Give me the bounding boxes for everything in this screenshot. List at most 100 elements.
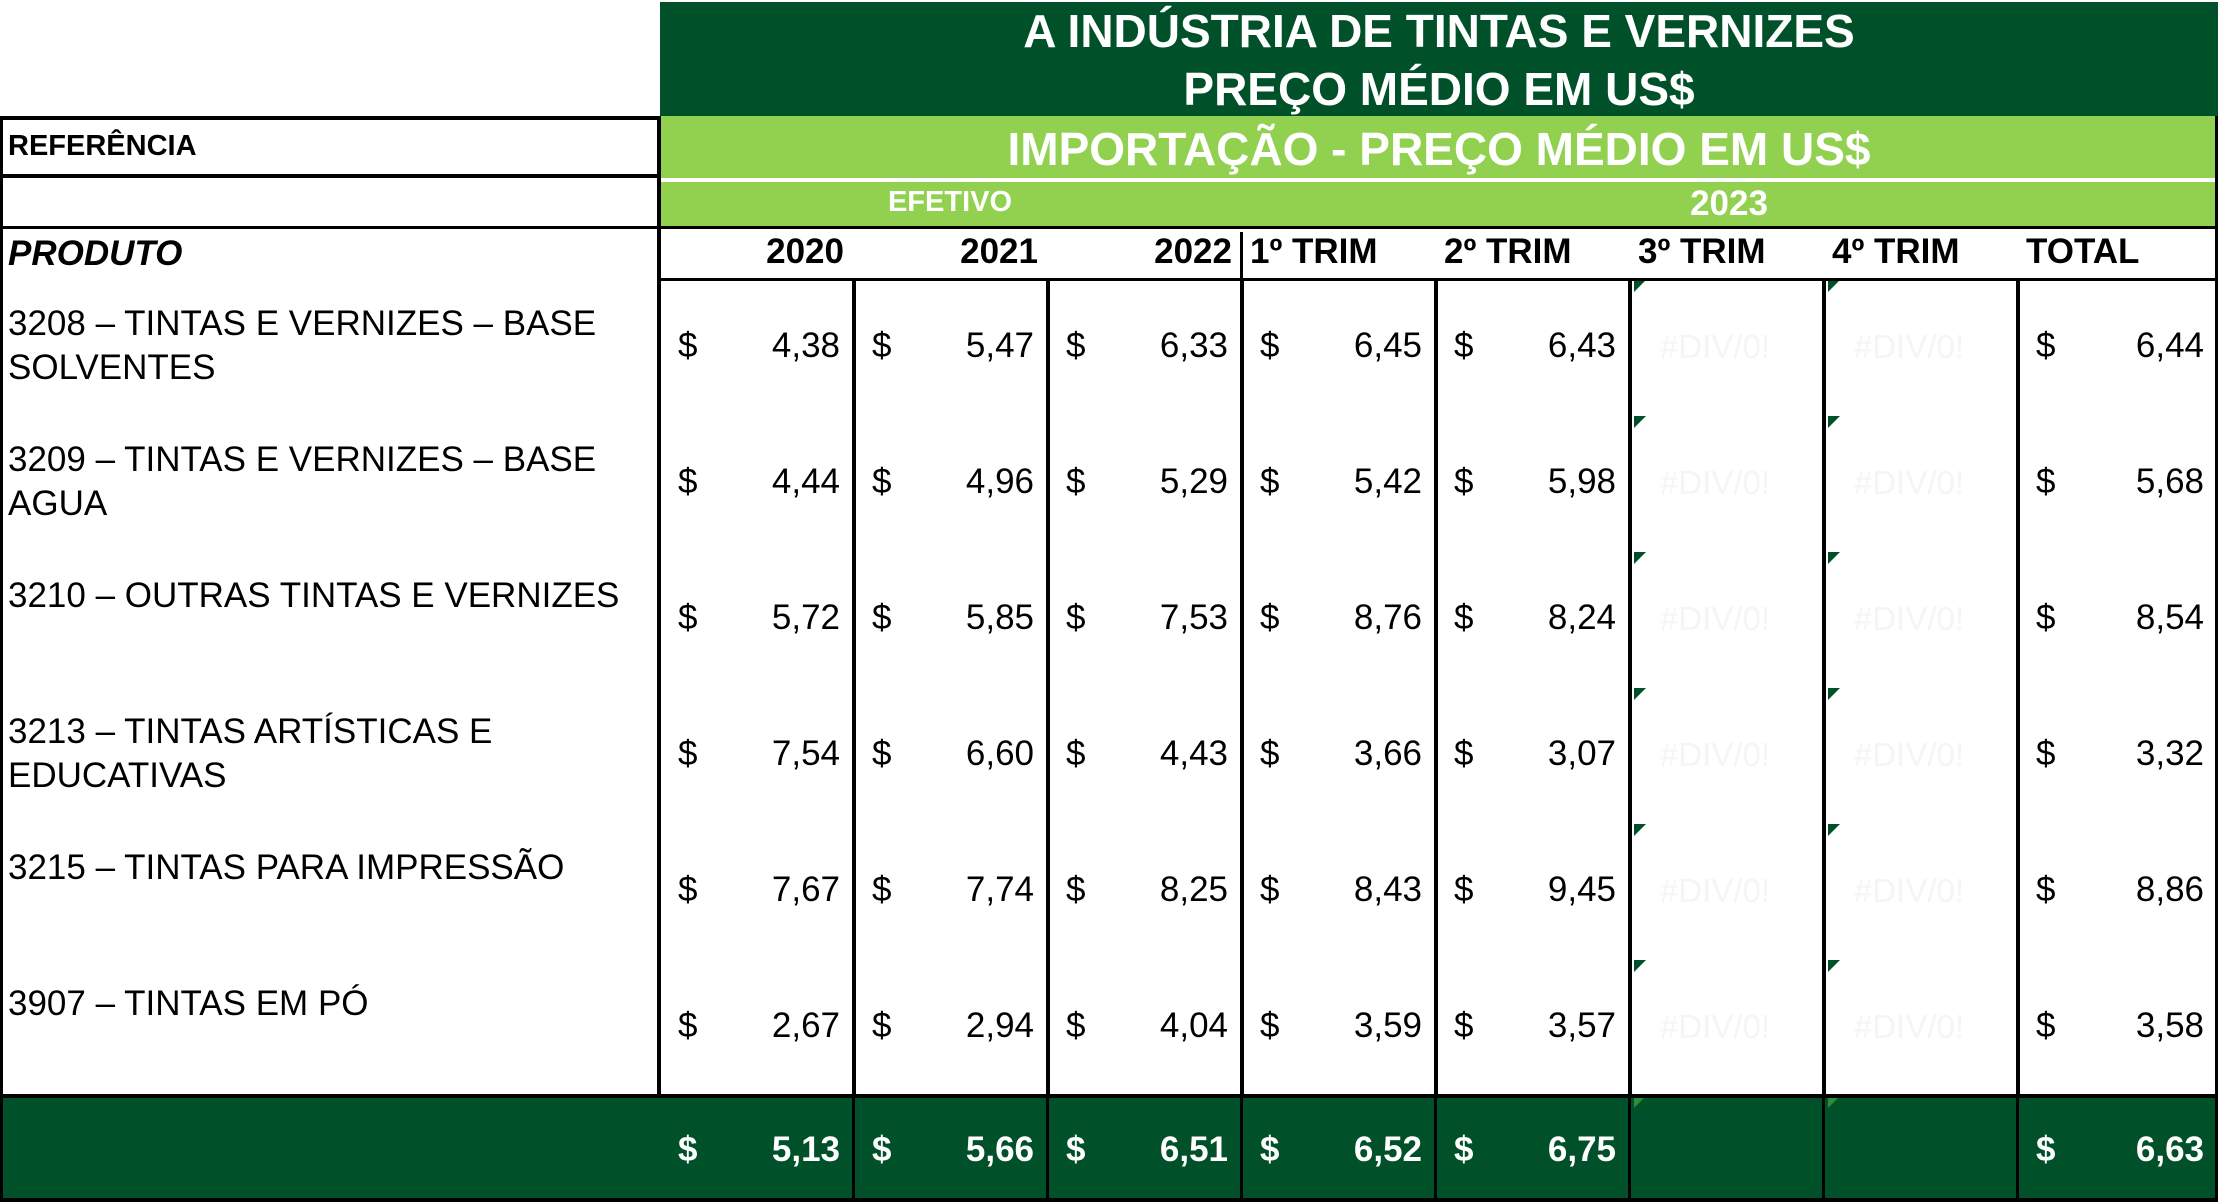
error-cell-value: #DIV/0! (1660, 1008, 1771, 1045)
grid-line (1822, 278, 1826, 1098)
reference-label: REFERÊNCIA (8, 130, 197, 162)
error-cell-value: #DIV/0! (1660, 736, 1771, 773)
grid-line (660, 278, 2218, 281)
group-label-efetivo: EFETIVO (887, 186, 1013, 218)
price-value: 8,25 (1159, 870, 1228, 909)
total-currency-symbol: $ (1260, 1130, 1280, 1169)
currency-symbol: $ (678, 598, 698, 637)
currency-symbol: $ (2036, 598, 2056, 637)
currency-symbol: $ (2036, 1006, 2056, 1045)
total-currency-symbol: $ (2036, 1130, 2056, 1169)
error-indicator-icon (1634, 688, 1646, 700)
price-value: 5,42 (1353, 462, 1422, 501)
grid-line (2016, 278, 2020, 1098)
error-indicator-icon (1634, 960, 1646, 972)
currency-symbol: $ (2036, 462, 2056, 501)
currency-symbol: $ (1454, 462, 1474, 501)
price-value: 8,86 (2135, 870, 2204, 909)
price-value: 5,29 (1159, 462, 1228, 501)
grid-line (1240, 232, 1243, 280)
price-value: 9,45 (1547, 870, 1616, 909)
error-cell-value: #DIV/0! (1854, 1008, 1965, 1045)
error-cell-value: #DIV/0! (1854, 736, 1965, 773)
currency-symbol: $ (2036, 870, 2056, 909)
total-currency-symbol: $ (872, 1130, 892, 1169)
currency-symbol: $ (872, 598, 892, 637)
currency-symbol: $ (1454, 870, 1474, 909)
price-value: 8,76 (1353, 598, 1422, 637)
grid-line (1046, 278, 1050, 1098)
currency-symbol: $ (1066, 870, 1086, 909)
product-label: 3208 – TINTAS E VERNIZES – BASE SOLVENTE… (8, 304, 597, 387)
price-value: 5,98 (1547, 462, 1616, 501)
error-cell-value: #DIV/0! (1854, 600, 1965, 637)
price-value: 2,94 (965, 1006, 1034, 1045)
title-band (660, 2, 2218, 116)
product-header: PRODUTO (8, 234, 183, 273)
currency-symbol: $ (678, 734, 698, 773)
table-title: A INDÚSTRIA DE TINTAS E VERNIZES (1023, 5, 1855, 57)
currency-symbol: $ (1066, 462, 1086, 501)
price-value: 7,53 (1159, 598, 1228, 637)
price-value: 5,85 (965, 598, 1034, 637)
table-title-line2: PREÇO MÉDIO EM US$ (1183, 63, 1695, 115)
error-cell-value: #DIV/0! (1660, 464, 1771, 501)
currency-symbol: $ (1454, 326, 1474, 365)
total-value: 6,75 (1547, 1130, 1616, 1169)
currency-symbol: $ (1454, 734, 1474, 773)
error-cell-value: #DIV/0! (1854, 872, 1965, 909)
column-header: 2022 (1154, 232, 1232, 271)
error-indicator-icon (1634, 552, 1646, 564)
total-row-band (0, 1098, 2218, 1200)
section-title-band (660, 116, 2218, 178)
currency-symbol: $ (872, 326, 892, 365)
total-currency-symbol: $ (678, 1130, 698, 1169)
error-indicator-icon (1828, 416, 1840, 428)
column-header: 2021 (960, 232, 1038, 271)
currency-symbol: $ (678, 870, 698, 909)
column-header: 1º TRIM (1250, 232, 1378, 271)
currency-symbol: $ (1260, 462, 1280, 501)
error-indicator-icon (1828, 960, 1840, 972)
price-value: 4,96 (965, 462, 1034, 501)
error-indicator-icon (1828, 824, 1840, 836)
column-header: 3º TRIM (1638, 232, 1766, 271)
currency-symbol: $ (872, 462, 892, 501)
total-value: 6,51 (1159, 1130, 1228, 1169)
price-value: 3,58 (2135, 1006, 2204, 1045)
currency-symbol: $ (1066, 598, 1086, 637)
column-header: 2º TRIM (1444, 232, 1572, 271)
grid-line (1240, 1098, 1243, 1198)
grid-line (1434, 1098, 1437, 1198)
error-cell-value: #DIV/0! (1660, 328, 1771, 365)
price-value: 3,59 (1353, 1006, 1422, 1045)
grid-line (1240, 278, 1244, 1098)
total-value: 6,63 (2135, 1130, 2204, 1169)
price-value: 4,38 (771, 326, 840, 365)
product-label: 3213 – TINTAS ARTÍSTICAS E EDUCATIVAS (8, 712, 493, 795)
currency-symbol: $ (1260, 1006, 1280, 1045)
price-value: 3,57 (1547, 1006, 1616, 1045)
grid-line (852, 278, 856, 1098)
error-indicator-icon (1634, 416, 1646, 428)
grid-line (657, 116, 661, 1098)
error-indicator-icon (1634, 1096, 1646, 1108)
grid-line (1628, 1098, 1631, 1198)
error-indicator-icon (1828, 280, 1840, 292)
price-value: 6,60 (965, 734, 1034, 773)
section-title: IMPORTAÇÃO - PREÇO MÉDIO EM US$ (1007, 123, 1871, 175)
grid-line (2016, 1098, 2019, 1198)
currency-symbol: $ (872, 1006, 892, 1045)
currency-symbol: $ (678, 462, 698, 501)
price-value: 5,47 (965, 326, 1034, 365)
error-indicator-icon (1828, 1096, 1840, 1108)
grid-line (0, 1198, 2218, 1202)
grid-line (0, 226, 2218, 229)
currency-symbol: $ (1260, 326, 1280, 365)
price-value: 6,45 (1353, 326, 1422, 365)
error-cell-value: #DIV/0! (1854, 328, 1965, 365)
currency-symbol: $ (2036, 734, 2056, 773)
currency-symbol: $ (1260, 598, 1280, 637)
currency-symbol: $ (1066, 1006, 1086, 1045)
